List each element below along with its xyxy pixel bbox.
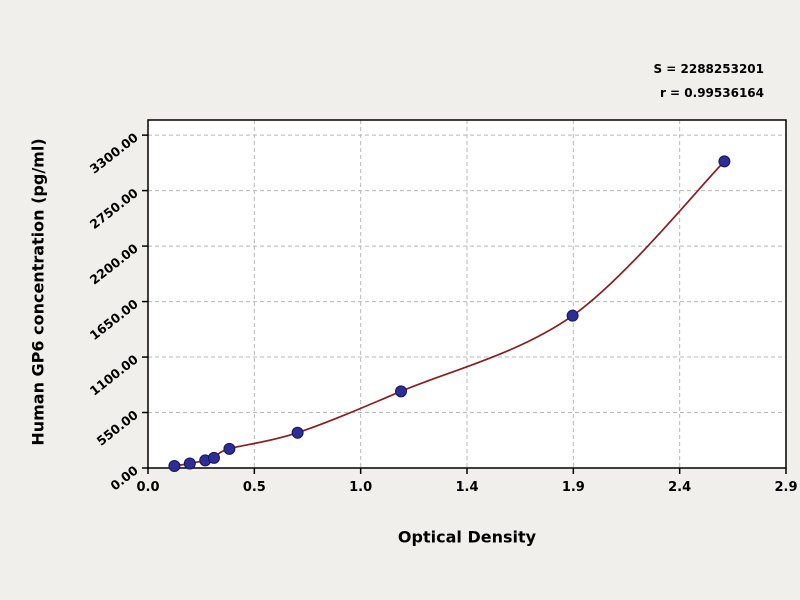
x-tick-label: 1.4 [455, 480, 478, 495]
y-tick-label: 2200.00 [87, 240, 141, 287]
data-point [566, 309, 579, 322]
x-tick-label: 2.9 [774, 480, 797, 495]
x-tick-label: 1.0 [349, 480, 372, 495]
regression-r-value: r = 0.99536164 [659, 86, 764, 100]
y-tick-label: 1100.00 [87, 351, 141, 398]
y-tick-label: 3300.00 [87, 129, 141, 176]
plot-border [147, 119, 787, 469]
x-tick-label: 2.4 [668, 480, 691, 495]
y-tick-label: 2750.00 [87, 185, 141, 232]
data-point [223, 442, 236, 455]
regression-s-value: S = 2288253201 [653, 62, 764, 76]
y-tick-label: 1650.00 [87, 296, 141, 343]
data-point [183, 457, 196, 470]
y-tick-label: 550.00 [94, 407, 141, 449]
x-tick-label: 0.5 [243, 480, 266, 495]
data-point [168, 459, 181, 472]
data-point [208, 451, 220, 464]
x-tick-label: 1.9 [562, 480, 585, 495]
data-point [718, 155, 731, 168]
x-tick-label: 0.0 [136, 480, 159, 495]
x-axis-title: Optical Density [397, 527, 537, 547]
data-point [291, 426, 304, 439]
data-point [395, 385, 407, 398]
